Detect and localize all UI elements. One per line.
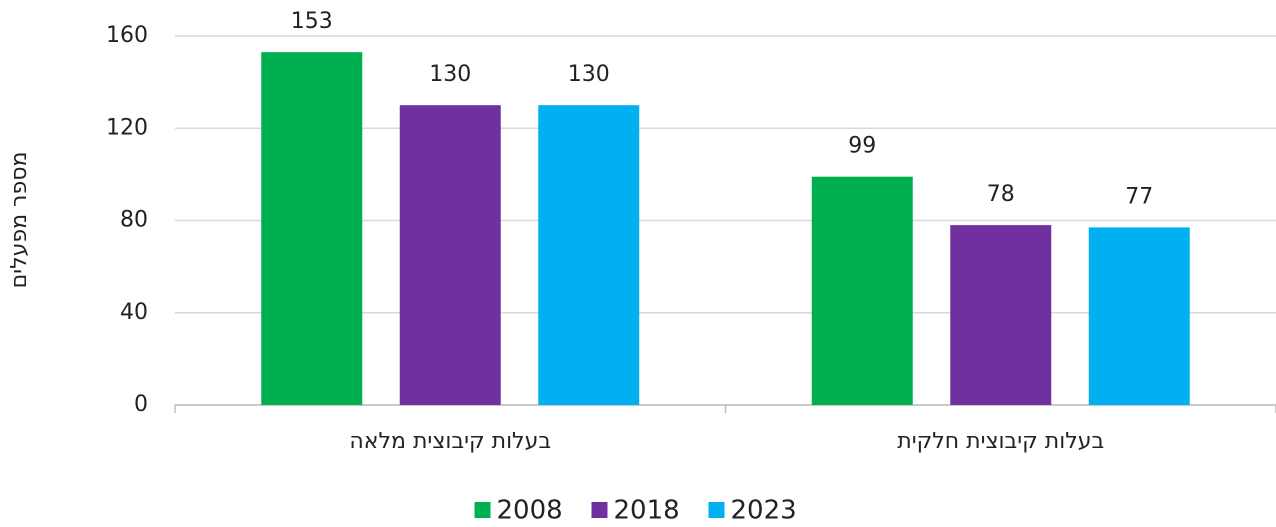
data-label: 78: [987, 182, 1015, 207]
data-label: 153: [291, 9, 333, 34]
data-label: 77: [1125, 184, 1153, 209]
bar: [399, 105, 501, 405]
legend-swatch: [474, 502, 491, 518]
legend-label: 2008: [497, 496, 563, 524]
bar: [811, 176, 913, 405]
legend-swatch: [591, 502, 608, 518]
data-label: 130: [568, 62, 610, 87]
legend-swatch: [708, 502, 725, 518]
y-tick-label: 80: [120, 208, 148, 233]
data-label: 99: [848, 134, 876, 159]
y-tick-label: 160: [106, 23, 148, 48]
y-tick-label: 120: [106, 115, 148, 140]
bar: [1088, 227, 1190, 405]
bar: [261, 52, 363, 406]
y-tick-label: 40: [120, 300, 148, 325]
legend-label: 2018: [614, 496, 680, 524]
legend-label: 2023: [731, 496, 797, 524]
data-label: 130: [429, 62, 471, 87]
bar: [950, 225, 1052, 405]
y-axis-label: מספר מפעלים: [7, 152, 32, 289]
bar: [538, 105, 640, 405]
y-tick-label: 0: [134, 392, 148, 417]
x-tick-label: בעלות קיבוצית חלקית: [897, 429, 1104, 454]
x-tick-label: בעלות קיבוצית מלאה: [349, 429, 551, 454]
